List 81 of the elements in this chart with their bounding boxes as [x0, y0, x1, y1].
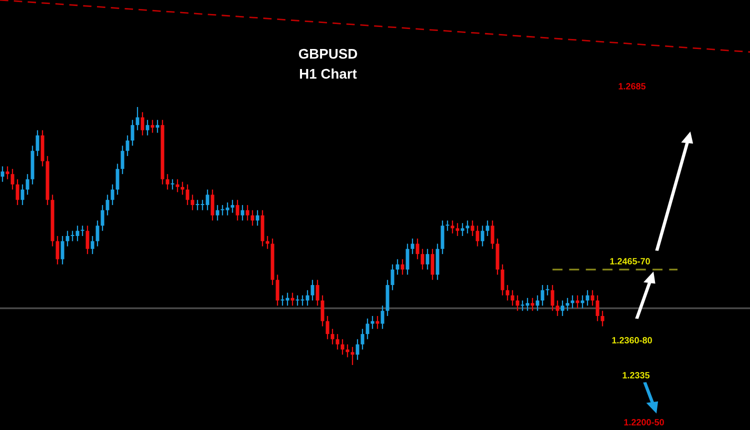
candlestick — [380, 305, 384, 330]
candlestick — [466, 220, 470, 234]
candlestick — [460, 222, 464, 237]
candlestick — [456, 222, 460, 237]
text: 1.2335 — [622, 372, 650, 378]
text: 1.2465-70 — [610, 258, 650, 264]
candlestick — [486, 220, 490, 237]
candlestick — [526, 297, 530, 312]
candlestick — [490, 220, 494, 250]
candlestick — [350, 346, 354, 366]
candlestick — [366, 318, 370, 340]
candlestick — [140, 112, 144, 136]
candlestick — [326, 315, 330, 340]
candlestick — [216, 204, 220, 222]
candlestick — [600, 310, 604, 327]
candlestick — [316, 279, 320, 306]
candlestick — [560, 300, 564, 317]
candlestick — [0, 166, 4, 182]
candlestick — [110, 184, 114, 206]
candlestick — [96, 220, 100, 247]
candlestick — [536, 294, 540, 312]
candlestick — [120, 145, 124, 175]
candlestick — [6, 166, 10, 180]
candlestick — [246, 204, 250, 222]
candlestick — [180, 181, 184, 196]
text: 1.2200-50 — [624, 419, 664, 426]
candlestick — [90, 235, 94, 255]
candlestick — [530, 297, 534, 312]
candlestick — [116, 163, 120, 196]
candlestick — [510, 290, 514, 306]
candlestick — [230, 199, 234, 214]
candlestick — [450, 220, 454, 234]
candlestick — [416, 238, 420, 260]
candlestick — [106, 194, 110, 216]
candlestick — [356, 338, 360, 360]
candlestick — [276, 274, 280, 306]
candlestick — [190, 194, 194, 211]
candlestick — [330, 328, 334, 345]
text: 1.2685 — [618, 83, 646, 90]
text: 1.2360-80 — [612, 337, 652, 344]
candlestick — [10, 168, 14, 190]
candlestick — [266, 235, 270, 250]
candlestick — [340, 338, 344, 356]
candlestick — [586, 290, 590, 306]
candlestick — [130, 119, 134, 146]
candlestick — [156, 119, 160, 134]
candlestick — [390, 264, 394, 291]
candlestick — [346, 344, 350, 358]
candlestick — [100, 204, 104, 232]
candlestick — [410, 238, 414, 255]
candlestick — [290, 292, 294, 306]
candlestick — [406, 243, 410, 276]
candlestick — [36, 130, 40, 157]
candlestick — [336, 333, 340, 350]
candlestick — [66, 230, 70, 247]
candlestick — [550, 284, 554, 312]
candlestick — [360, 328, 364, 350]
candlestick — [440, 220, 444, 255]
candlestick — [250, 210, 254, 226]
candlestick — [556, 300, 560, 317]
candlestick — [166, 174, 170, 190]
candlestick — [576, 294, 580, 309]
candlestick — [506, 284, 510, 302]
candlestick — [256, 210, 260, 226]
candlestick — [320, 294, 324, 327]
candlestick — [26, 174, 30, 196]
candlestick — [86, 225, 90, 255]
candlestick — [430, 248, 434, 280]
candlestick — [240, 204, 244, 222]
candlestick — [580, 294, 584, 309]
candlestick — [136, 106, 140, 131]
candlestick — [16, 178, 20, 206]
candlestick — [470, 220, 474, 237]
chart-title: GBPUSD — [298, 48, 358, 59]
candlestick — [56, 235, 60, 265]
candlestick — [480, 225, 484, 247]
candlestick — [20, 184, 24, 206]
candlestick — [80, 225, 84, 237]
candlestick — [60, 235, 64, 265]
candlestick — [146, 119, 150, 136]
chart-subtitle: H1 Chart — [300, 68, 357, 79]
